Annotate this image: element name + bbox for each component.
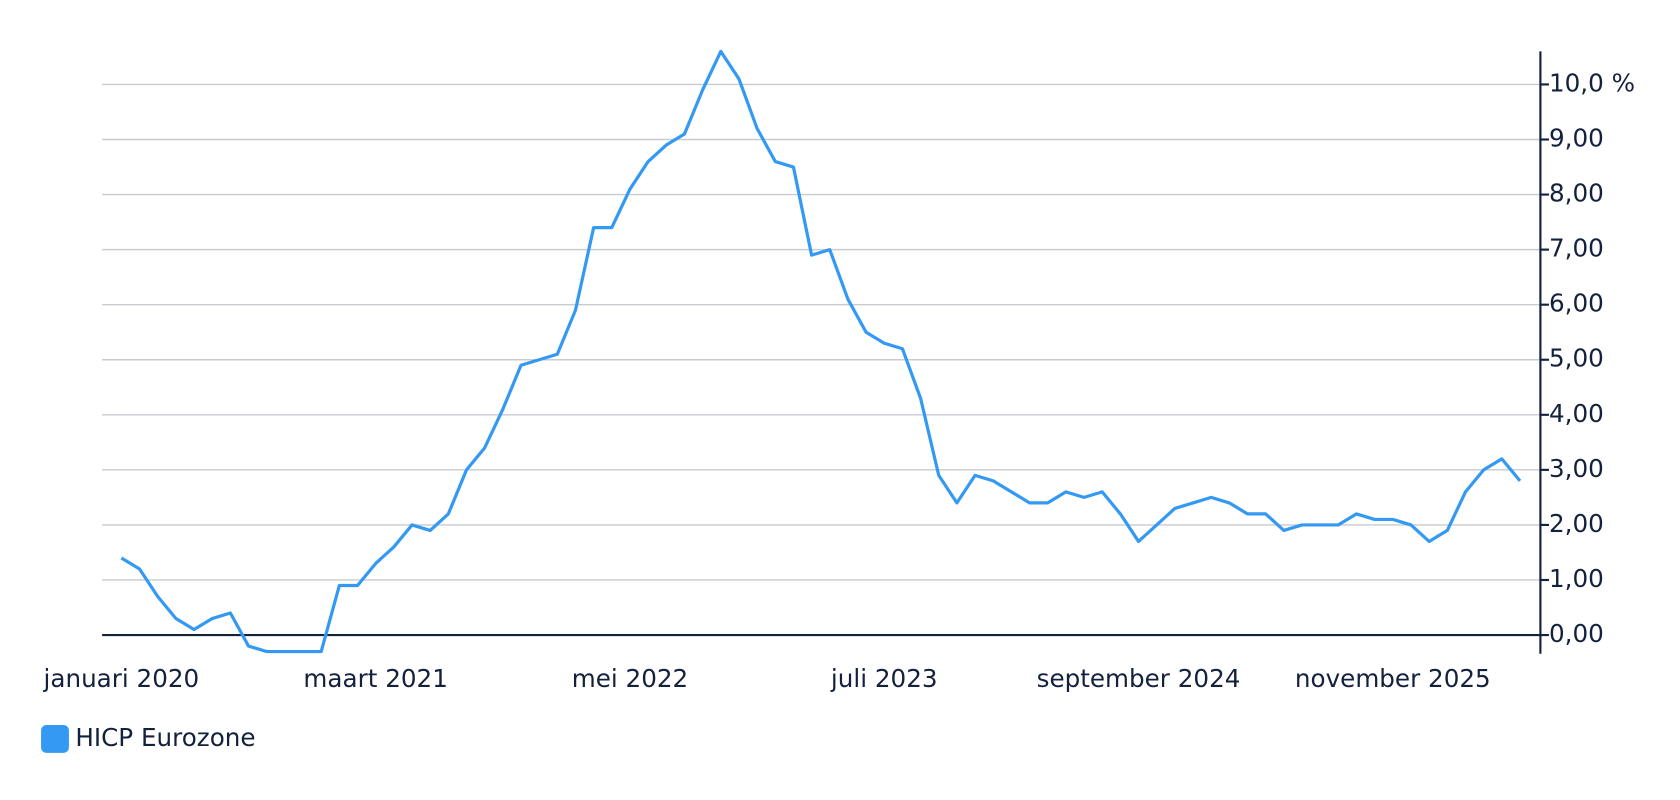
y-tick-label: 2,00 [1549, 509, 1604, 538]
legend-swatch [41, 725, 69, 753]
y-tick-label: 7,00 [1549, 234, 1604, 263]
x-tick-label: juli 2023 [830, 664, 938, 693]
y-tick-label: 1,00 [1549, 564, 1604, 593]
line-series [120, 49, 1522, 654]
legend-label: HICP Eurozone [75, 723, 255, 752]
x-tick-label: november 2025 [1295, 664, 1491, 693]
y-tick-label: 0,00 [1549, 619, 1604, 648]
x-tick-label: maart 2021 [303, 664, 447, 693]
y-tick-label: 8,00 [1549, 179, 1604, 208]
y-tick-label: 6,00 [1549, 289, 1604, 318]
y-tick-label: 9,00 [1549, 124, 1604, 153]
x-tick-label: januari 2020 [43, 664, 200, 693]
x-tick-label: september 2024 [1037, 664, 1241, 693]
y-tick-label: 5,00 [1549, 344, 1604, 373]
y-tick-label: 3,00 [1549, 454, 1604, 483]
y-tick-label: 4,00 [1549, 399, 1604, 428]
x-tick-label: mei 2022 [572, 664, 688, 693]
y-tick-label: 10,0 % [1549, 68, 1635, 97]
